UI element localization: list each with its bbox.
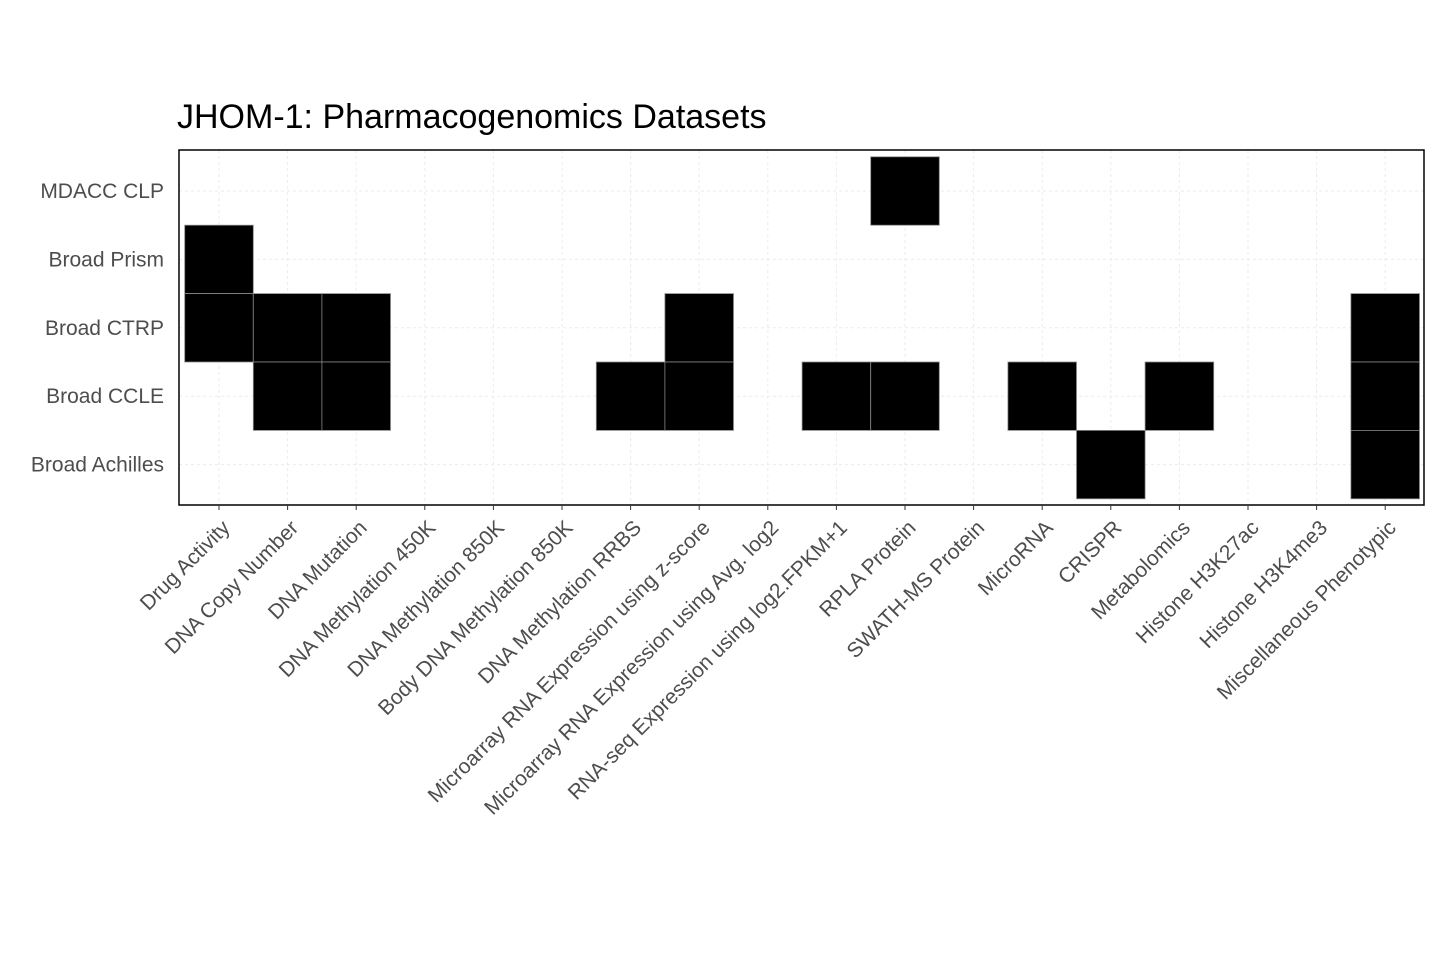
- panel-border: [178, 149, 1425, 506]
- y-tick-label: Broad CCLE: [46, 385, 164, 408]
- x-tick-label: CRISPR: [1054, 516, 1126, 588]
- heatmap-cells: [184, 156, 1420, 500]
- heatmap-cell: [321, 293, 391, 363]
- y-tick-label: Broad CTRP: [45, 317, 164, 340]
- heatmap-cell: [870, 361, 940, 431]
- chart-title: JHOM-1: Pharmacogenomics Datasets: [177, 98, 767, 136]
- heatmap-cell: [1007, 361, 1077, 431]
- heatmap-cell: [664, 293, 734, 363]
- heatmap-cell: [252, 293, 323, 363]
- y-axis-ticks: MDACC CLP Broad Prism Broad CTRP Broad CCLE…: [31, 180, 164, 477]
- heatmap-cell: [1144, 361, 1215, 431]
- x-tick-label: Histone H3K27ac: [1132, 516, 1264, 648]
- y-tick-label: Broad Achilles: [31, 454, 164, 477]
- heatmap-cell: [870, 156, 940, 226]
- heatmap-cell: [321, 361, 391, 431]
- heatmap-cell: [1076, 429, 1146, 500]
- y-tick-label: MDACC CLP: [40, 180, 164, 203]
- heatmap-cell: [1350, 293, 1420, 363]
- heatmap-cell: [801, 361, 872, 431]
- heatmap-cell: [1350, 361, 1420, 431]
- y-tick-label: Broad Prism: [48, 248, 164, 271]
- heatmap-cell: [1350, 429, 1420, 500]
- heatmap-cell: [184, 293, 254, 363]
- heatmap-cell: [664, 361, 734, 431]
- x-tick-label: SWATH-MS Protein: [843, 516, 990, 663]
- heatmap-cell: [595, 361, 666, 431]
- x-tick-label: DNA Copy Number: [161, 516, 304, 659]
- x-tick-label: Histone H3K4me3: [1195, 516, 1332, 653]
- x-tick-label: MicroRNA: [974, 516, 1058, 600]
- heatmap-cell: [184, 224, 254, 294]
- heatmap-cell: [252, 361, 323, 431]
